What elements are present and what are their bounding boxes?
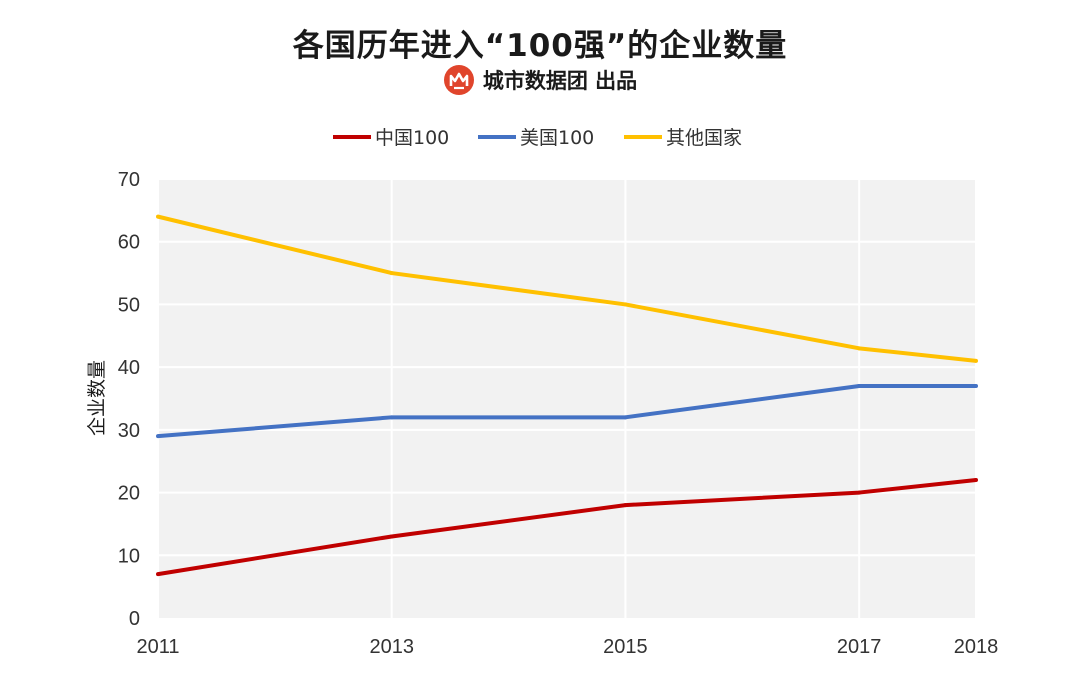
data-point (156, 214, 160, 219)
y-tick-label: 60 (118, 232, 140, 254)
data-point (623, 415, 628, 420)
x-tick-label: 2017 (837, 636, 882, 658)
y-axis-ticks: 0 10 20 30 40 50 60 70 (118, 169, 140, 630)
chart-title: 各国历年进入“100强”的企业数量 (292, 28, 788, 64)
x-axis-ticks: 2011 2013 2015 2017 2018 (136, 636, 998, 658)
y-tick-label: 50 (118, 294, 140, 316)
byline-text: 城市数据团 出品 (482, 69, 638, 93)
x-tick-label: 2011 (136, 636, 179, 658)
data-point (974, 358, 978, 363)
data-point (857, 346, 862, 351)
data-point (389, 415, 394, 420)
data-point (389, 271, 394, 276)
data-point (389, 534, 394, 539)
y-axis-label: 企业数量 (86, 360, 108, 436)
plot-area (158, 179, 976, 618)
byline: 城市数据团 出品 (0, 64, 1080, 96)
data-point (623, 302, 628, 307)
x-tick-label: 2018 (954, 636, 999, 658)
y-tick-label: 70 (118, 169, 140, 191)
legend-label: 美国100 (520, 127, 594, 149)
city-data-group-logo-icon (443, 65, 474, 95)
legend-label: 其他国家 (666, 127, 742, 149)
x-tick-label: 2015 (603, 636, 648, 658)
y-tick-label: 0 (129, 608, 140, 630)
data-point (156, 572, 160, 577)
chart-legend: 中国100 美国100 其他国家 (333, 127, 742, 149)
x-tick-label: 2013 (369, 636, 414, 658)
data-point (857, 490, 862, 495)
series-lines (156, 214, 978, 577)
y-tick-label: 20 (118, 483, 140, 505)
y-tick-label: 10 (118, 545, 140, 567)
data-point (156, 434, 160, 439)
y-tick-label: 40 (118, 357, 140, 379)
data-point (974, 383, 978, 388)
data-point (974, 478, 978, 483)
legend-label: 中国100 (375, 127, 449, 149)
data-point (623, 503, 628, 508)
y-tick-label: 30 (118, 420, 140, 442)
data-point (857, 383, 862, 388)
